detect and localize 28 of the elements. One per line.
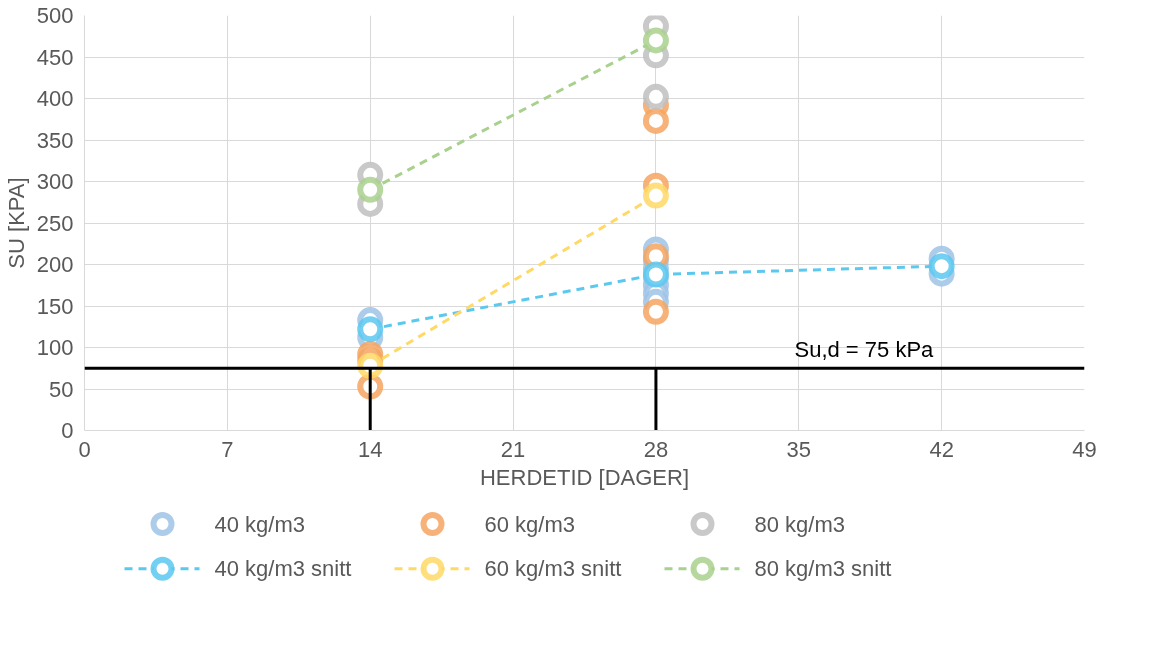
x-tick-label: 35 [786, 436, 812, 462]
legend-label: 60 kg/m3 snitt [484, 556, 622, 582]
y-tick-label: 50 [49, 376, 74, 402]
x-tick-label: 28 [643, 436, 669, 462]
x-axis-title: HERDETID [DAGER] [479, 464, 690, 490]
y-tick-label: 250 [36, 210, 74, 236]
y-tick-label: 400 [36, 86, 74, 111]
y-axis-title: SU [KPA] [3, 177, 29, 269]
x-tick-label: 42 [929, 436, 954, 462]
y-tick-label: 500 [36, 3, 74, 28]
legend-label: 40 kg/m3 [214, 511, 305, 537]
x-tick-label: 7 [221, 436, 234, 462]
y-tick-label: 0 [61, 418, 74, 443]
x-tick-label: 0 [78, 436, 91, 462]
legend-label: 40 kg/m3 snitt [214, 556, 352, 582]
legend-label: 60 kg/m3 [484, 511, 575, 537]
y-tick-label: 200 [36, 252, 74, 277]
x-tick-label: 21 [500, 436, 526, 462]
y-tick-label: 350 [36, 127, 74, 153]
y-tick-label: 450 [36, 44, 74, 70]
y-tick-label: 100 [36, 335, 74, 360]
x-tick-label: 14 [357, 436, 383, 462]
legend-label: 80 kg/m3 snitt [754, 556, 892, 582]
x-tick-label: 49 [1072, 436, 1097, 462]
y-tick-label: 150 [36, 293, 74, 319]
ref-line-label: Su,d = 75 kPa [794, 337, 935, 363]
y-tick-label: 300 [36, 169, 74, 194]
legend-label: 80 kg/m3 [754, 511, 845, 537]
